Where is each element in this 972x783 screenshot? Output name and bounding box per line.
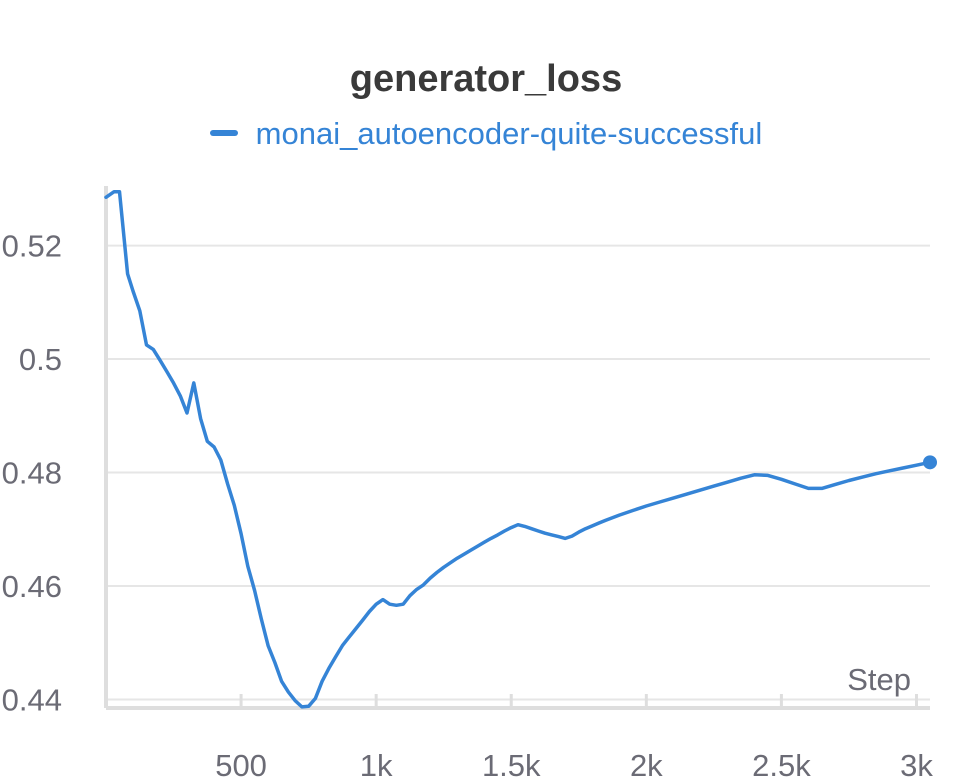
gridlines [106, 244, 930, 701]
x-axis-title: Step [847, 662, 911, 697]
legend[interactable]: monai_autoencoder-quite-successful [0, 116, 972, 152]
series-line[interactable] [104, 189, 932, 709]
x-tick-label: 1.5k [482, 748, 541, 783]
y-tick-label: 0.46 [2, 569, 62, 604]
legend-series-label: monai_autoencoder-quite-successful [255, 116, 763, 151]
x-tick-label: 2k [630, 748, 663, 783]
chart-title: generator_loss [349, 58, 623, 100]
x-tick-label: 1k [360, 748, 393, 783]
axes [104, 186, 930, 710]
y-tick-label: 0.44 [2, 682, 62, 717]
legend-swatch [209, 129, 238, 136]
y-tick-label: 0.48 [2, 456, 62, 491]
series-layer [104, 189, 937, 709]
x-tick-label: 500 [215, 748, 267, 783]
x-tick-label: 2.5k [752, 748, 811, 783]
series-endpoint-marker[interactable] [923, 455, 937, 470]
ticks: 0.44 0.46 0.48 0.5 0.52 500 1k 1.5k 2k 2.5k 3k [2, 229, 934, 783]
y-tick-label: 0.52 [2, 229, 62, 264]
y-tick-label: 0.5 [19, 342, 62, 377]
x-tick-label: 3k [900, 748, 933, 783]
